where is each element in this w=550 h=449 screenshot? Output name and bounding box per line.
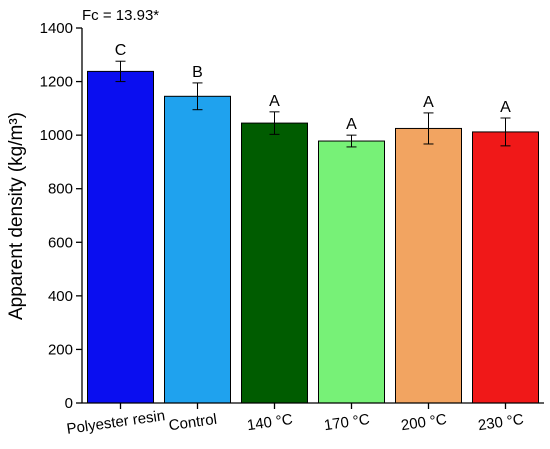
x-tick-label-2: Control bbox=[168, 411, 218, 435]
fc-annotation: Fc = 13.93* bbox=[82, 7, 159, 24]
significance-letter-6: A bbox=[500, 99, 511, 116]
y-tick-label-3: 400 bbox=[48, 288, 73, 305]
bar-4 bbox=[318, 140, 385, 404]
y-tick-label-1: 0 bbox=[65, 395, 73, 412]
y-tick-label-4: 600 bbox=[48, 234, 73, 251]
bar-5 bbox=[395, 127, 462, 404]
y-tick-label-6: 1000 bbox=[40, 127, 73, 144]
y-tick-label-8: 1400 bbox=[40, 20, 73, 37]
significance-letter-5: A bbox=[423, 94, 434, 111]
y-tick-label-5: 800 bbox=[48, 181, 73, 198]
x-tick-label-6: 230 °C bbox=[477, 411, 525, 434]
x-tick-label-5: 200 °C bbox=[400, 411, 448, 434]
significance-letter-4: A bbox=[346, 116, 357, 133]
y-tick-label-2: 200 bbox=[48, 341, 73, 358]
y-tick-label-7: 1200 bbox=[40, 74, 73, 91]
x-tick-label-3: 140 °C bbox=[246, 411, 294, 434]
x-tick-label-1: Polyester resin bbox=[66, 407, 167, 438]
bar-3 bbox=[241, 122, 308, 404]
bar-2 bbox=[164, 95, 231, 404]
plot-area: C Polyester resin B Control A 140 °C A 170 °C A 2… bbox=[40, 20, 544, 438]
bar-6 bbox=[472, 131, 539, 404]
significance-letter-3: A bbox=[269, 93, 280, 110]
significance-letter-2: B bbox=[192, 64, 203, 81]
x-tick-label-4: 170 °C bbox=[323, 411, 371, 434]
y-axis-title: Apparent density (kg/m³) bbox=[6, 112, 27, 320]
bar-1 bbox=[87, 70, 154, 404]
significance-letter-1: C bbox=[115, 42, 127, 59]
